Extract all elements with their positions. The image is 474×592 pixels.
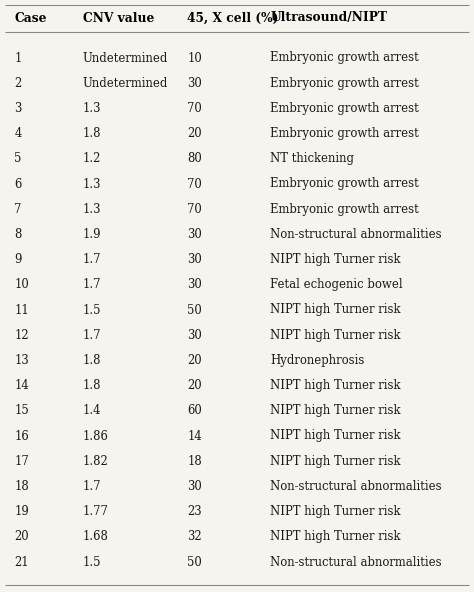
Text: 30: 30 [187,77,202,90]
Text: 1.82: 1.82 [83,455,109,468]
Text: Embryonic growth arrest: Embryonic growth arrest [270,127,419,140]
Text: 1.7: 1.7 [83,480,101,493]
Text: 9: 9 [14,253,22,266]
Text: 18: 18 [187,455,202,468]
Text: Undetermined: Undetermined [83,77,168,90]
Text: NIPT high Turner risk: NIPT high Turner risk [270,379,401,392]
Text: 14: 14 [187,430,202,442]
Text: 1.86: 1.86 [83,430,109,442]
Text: NIPT high Turner risk: NIPT high Turner risk [270,404,401,417]
Text: 8: 8 [14,228,22,241]
Text: 10: 10 [14,278,29,291]
Text: 20: 20 [187,127,202,140]
Text: Embryonic growth arrest: Embryonic growth arrest [270,178,419,191]
Text: Non-structural abnormalities: Non-structural abnormalities [270,480,442,493]
Text: Embryonic growth arrest: Embryonic growth arrest [270,202,419,215]
Text: Embryonic growth arrest: Embryonic growth arrest [270,102,419,115]
Text: 60: 60 [187,404,202,417]
Text: 1.3: 1.3 [83,202,101,215]
Text: 1.5: 1.5 [83,555,101,568]
Text: 50: 50 [187,304,202,317]
Text: 1.5: 1.5 [83,304,101,317]
Text: 32: 32 [187,530,202,543]
Text: NIPT high Turner risk: NIPT high Turner risk [270,530,401,543]
Text: 15: 15 [14,404,29,417]
Text: NIPT high Turner risk: NIPT high Turner risk [270,304,401,317]
Text: 1: 1 [14,52,22,65]
Text: Embryonic growth arrest: Embryonic growth arrest [270,52,419,65]
Text: 18: 18 [14,480,29,493]
Text: 10: 10 [187,52,202,65]
Text: 30: 30 [187,228,202,241]
Text: 16: 16 [14,430,29,442]
Text: 30: 30 [187,278,202,291]
Text: 11: 11 [14,304,29,317]
Text: 1.77: 1.77 [83,505,109,518]
Text: 1.8: 1.8 [83,379,101,392]
Text: Fetal echogenic bowel: Fetal echogenic bowel [270,278,403,291]
Text: 5: 5 [14,152,22,165]
Text: CNV value: CNV value [83,11,155,24]
Text: NT thickening: NT thickening [270,152,354,165]
Text: 1.4: 1.4 [83,404,101,417]
Text: 1.7: 1.7 [83,278,101,291]
Text: 1.2: 1.2 [83,152,101,165]
Text: NIPT high Turner risk: NIPT high Turner risk [270,455,401,468]
Text: Non-structural abnormalities: Non-structural abnormalities [270,555,442,568]
Text: Ultrasound/NIPT: Ultrasound/NIPT [270,11,387,24]
Text: Embryonic growth arrest: Embryonic growth arrest [270,77,419,90]
Text: NIPT high Turner risk: NIPT high Turner risk [270,430,401,442]
Text: 1.8: 1.8 [83,127,101,140]
Text: 70: 70 [187,102,202,115]
Text: 20: 20 [187,354,202,367]
Text: 14: 14 [14,379,29,392]
Text: 1.7: 1.7 [83,253,101,266]
Text: NIPT high Turner risk: NIPT high Turner risk [270,329,401,342]
Text: 80: 80 [187,152,202,165]
Text: NIPT high Turner risk: NIPT high Turner risk [270,253,401,266]
Text: 50: 50 [187,555,202,568]
Text: 7: 7 [14,202,22,215]
Text: 13: 13 [14,354,29,367]
Text: 70: 70 [187,178,202,191]
Text: Case: Case [14,11,47,24]
Text: 17: 17 [14,455,29,468]
Text: Hydronephrosis: Hydronephrosis [270,354,365,367]
Text: 19: 19 [14,505,29,518]
Text: 1.68: 1.68 [83,530,109,543]
Text: 1.7: 1.7 [83,329,101,342]
Text: 1.3: 1.3 [83,178,101,191]
Text: 1.3: 1.3 [83,102,101,115]
Text: 3: 3 [14,102,22,115]
Text: 12: 12 [14,329,29,342]
Text: 4: 4 [14,127,22,140]
Text: 6: 6 [14,178,22,191]
Text: 20: 20 [14,530,29,543]
Text: 2: 2 [14,77,21,90]
Text: 23: 23 [187,505,202,518]
Text: 1.8: 1.8 [83,354,101,367]
Text: 20: 20 [187,379,202,392]
Text: 30: 30 [187,253,202,266]
Text: 1.9: 1.9 [83,228,101,241]
Text: Undetermined: Undetermined [83,52,168,65]
Text: 70: 70 [187,202,202,215]
Text: 21: 21 [14,555,29,568]
Text: 30: 30 [187,329,202,342]
Text: Non-structural abnormalities: Non-structural abnormalities [270,228,442,241]
Text: 30: 30 [187,480,202,493]
Text: 45, X cell (%): 45, X cell (%) [187,11,279,24]
Text: NIPT high Turner risk: NIPT high Turner risk [270,505,401,518]
